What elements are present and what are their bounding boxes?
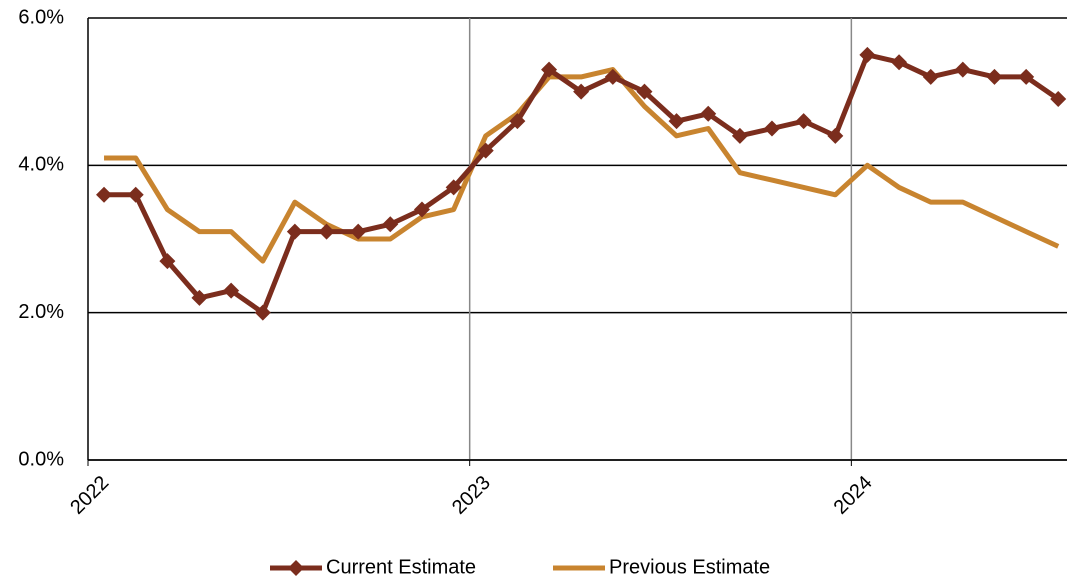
point-marker (127, 186, 144, 203)
point-marker (382, 216, 399, 233)
point-marker (96, 186, 113, 203)
point-marker (859, 46, 876, 63)
point-marker (827, 127, 844, 144)
point-marker (668, 113, 685, 130)
point-marker (445, 179, 462, 196)
x-tick-label: 2024 (830, 472, 877, 519)
x-tick-label: 2022 (66, 472, 113, 519)
point-marker (509, 113, 526, 130)
point-marker (1018, 68, 1035, 85)
point-marker (191, 289, 208, 306)
point-marker (159, 253, 176, 270)
point-marker (731, 127, 748, 144)
point-marker (604, 68, 621, 85)
point-marker (636, 83, 653, 100)
point-marker (223, 282, 240, 299)
point-marker (477, 142, 494, 159)
point-marker (763, 120, 780, 137)
point-marker (922, 68, 939, 85)
legend-marker (288, 560, 304, 576)
y-tick-label: 2.0% (18, 301, 64, 323)
y-tick-label: 4.0% (18, 154, 64, 176)
point-marker (986, 68, 1003, 85)
point-marker (350, 223, 367, 240)
point-marker (795, 113, 812, 130)
point-marker (541, 61, 558, 78)
point-marker (891, 54, 908, 71)
point-marker (286, 223, 303, 240)
legend-label: Current Estimate (326, 556, 476, 578)
point-marker (254, 304, 271, 321)
series-line (104, 67, 1060, 264)
x-tick-label: 2023 (448, 472, 495, 519)
point-marker (700, 105, 717, 122)
point-marker (413, 201, 430, 218)
y-tick-label: 6.0% (18, 6, 64, 28)
point-marker (1050, 91, 1067, 108)
point-marker (573, 83, 590, 100)
y-tick-label: 0.0% (18, 448, 64, 470)
point-marker (954, 61, 971, 78)
legend-label: Previous Estimate (609, 556, 770, 578)
point-marker (318, 223, 335, 240)
